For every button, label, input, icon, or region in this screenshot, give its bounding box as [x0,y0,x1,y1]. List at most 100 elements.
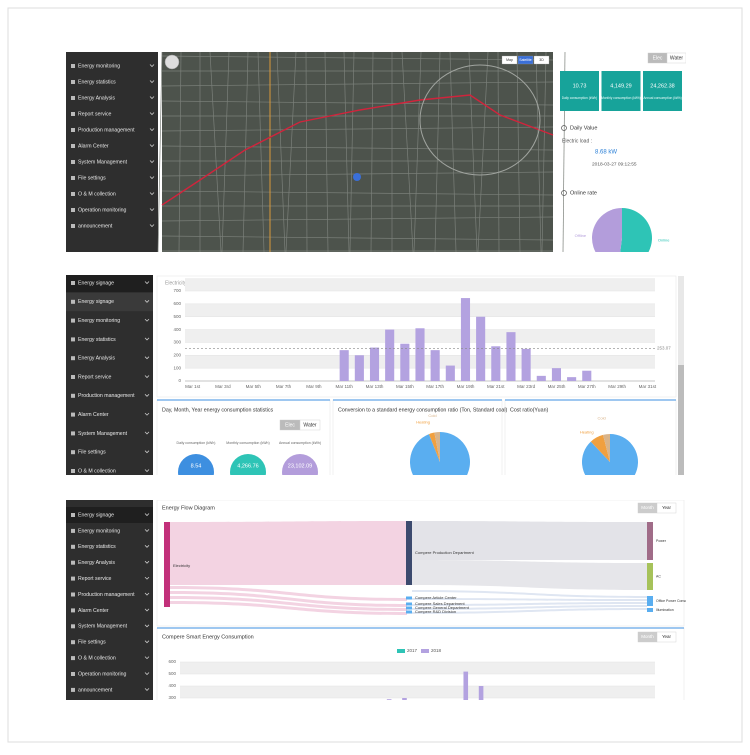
map-button[interactable] [517,55,534,65]
bar [430,350,440,381]
menu-chevron [144,624,150,628]
toggle-button[interactable] [656,631,677,643]
menu-item[interactable]: Report service [78,111,112,117]
menu-item[interactable]: Energy monitoring [78,528,120,534]
bar [582,370,592,381]
bar [460,298,471,381]
toggle-button[interactable] [656,502,677,514]
toggle-label[interactable]: Year [662,505,672,510]
menu-item[interactable]: Energy monitoring [78,63,120,69]
menu-item[interactable]: Energy statistics [78,79,116,85]
scrollbar-thumb[interactable] [678,365,684,475]
node-label: Compere Sales Department [415,601,465,606]
legend-swatch[interactable] [421,649,429,653]
map-road [477,52,489,252]
legend-label[interactable]: 2017 [407,648,418,653]
menu-item[interactable]: File settings [78,450,106,456]
card-title: Cost ratio(Yuan) [510,407,549,413]
map-button[interactable] [501,55,518,65]
menu-chevron [149,96,155,100]
map-button-label[interactable]: Satellite [519,58,532,62]
y-tick-label: 100 [173,365,181,370]
pie-slice [620,208,652,252]
node-label: Office Power Consumption [656,599,698,603]
flow [412,590,647,598]
menu-item[interactable]: Production management [78,393,135,399]
flow-node [406,521,412,585]
menu-chevron [149,192,155,196]
menu-item[interactable]: Alarm Center [78,143,109,149]
legend-swatch[interactable] [397,649,405,653]
pie-label: Online [658,237,670,242]
map-button-label[interactable]: 3D [539,58,544,62]
menu-item[interactable]: Energy Analysis [78,560,115,566]
menu-icon [71,656,75,661]
icon [561,125,567,131]
menu-item[interactable]: Energy signage [78,512,114,518]
menu-item[interactable]: File settings [78,175,106,181]
menu-item[interactable]: Energy Analysis [78,356,115,362]
menu-item[interactable]: Alarm Center [78,608,109,614]
toggle-label[interactable]: Year [662,634,672,639]
menu-item[interactable]: Operation monitoring [78,671,127,677]
menu-item[interactable]: Production management [78,592,135,598]
map-button-label[interactable]: Map [506,58,513,62]
menu-item[interactable]: System Management [78,431,128,437]
menu-item[interactable]: Energy statistics [78,544,116,550]
map-nav[interactable] [164,54,180,70]
flow [412,598,647,601]
menu-icon [71,431,75,436]
x-tick-label: Mar 25th [548,384,566,389]
toggle-label[interactable]: Month [641,505,654,510]
toggle-button[interactable] [299,419,321,431]
y-tick-label: 400 [173,327,181,332]
menu-item[interactable]: System Management [78,159,128,165]
menu-item[interactable]: Energy statistics [78,337,116,343]
menu-chevron [144,529,150,532]
menu-chevron [149,80,155,84]
menu-item[interactable]: Energy monitoring [78,318,120,324]
menu-item[interactable]: announcement [78,223,113,229]
menu-item[interactable]: System Management [78,624,128,630]
map-route [161,94,554,206]
menu-item[interactable]: Report service [78,374,112,380]
circle-value: 8.54 [191,463,202,469]
toggle-label[interactable]: Month [641,634,654,639]
toggle-label[interactable]: Water [303,422,316,428]
icon [561,190,567,196]
menu-item[interactable]: announcement [78,687,113,693]
menu-icon [71,299,75,304]
map-road [161,126,554,132]
menu-item[interactable]: Energy Analysis [78,95,115,101]
menu-item[interactable]: Report service [78,576,112,582]
map-marker [353,173,361,181]
toggle-label[interactable]: Water [670,55,683,61]
menu-highlight [66,507,153,523]
menu-icon [71,412,75,417]
menu-icon [71,356,75,361]
menu-chevron [149,128,155,132]
menu-chevron [149,208,155,212]
toggle-button[interactable] [666,52,686,64]
menu-item[interactable]: O & M collection [78,191,116,197]
menu-item[interactable]: Energy signage [78,299,114,305]
panel-energy-flow: Energy signage Energy monitoring Energy st… [66,500,698,700]
menu-icon [71,144,75,148]
menu-icon [71,672,75,676]
stat-label: Annual consumption (kWh) [643,96,681,100]
legend-label[interactable]: 2018 [431,648,442,653]
menu-item[interactable]: File settings [78,640,106,646]
menu-icon [71,176,75,180]
menu-item[interactable]: Energy signage [78,280,114,286]
map-button[interactable] [533,55,550,65]
menu-item[interactable]: O & M collection [78,468,116,474]
toggle-label[interactable]: Elec [653,55,663,61]
menu-item[interactable]: Alarm Center [78,412,109,418]
bar [339,350,349,381]
node-label: Compere Production Department [415,550,475,555]
menu-item[interactable]: O & M collection [78,655,116,661]
toggle-label[interactable]: Elec [285,422,295,428]
menu-item[interactable]: Operation monitoring [78,207,127,213]
menu-item[interactable]: Production management [78,127,135,133]
